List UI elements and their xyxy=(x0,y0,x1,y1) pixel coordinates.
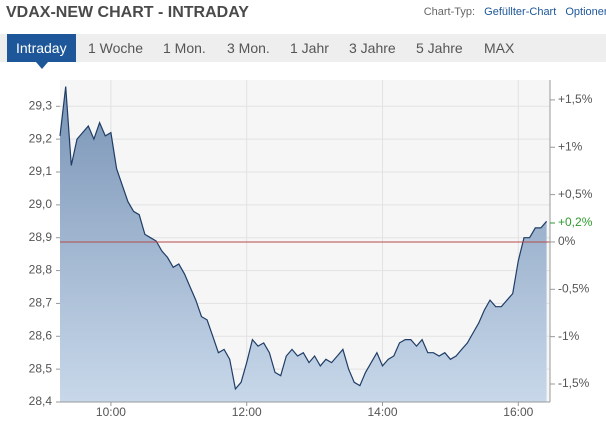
tab-bar: Intraday 1 Woche 1 Mon. 3 Mon. 1 Jahr 3 Jahre… xyxy=(0,34,606,62)
y2-tick-label: 0% xyxy=(558,234,576,248)
line xyxy=(59,86,548,391)
tab[interactable]: MAX xyxy=(484,40,515,56)
tab[interactable]: 3 Mon. xyxy=(227,40,270,56)
tab[interactable]: Intraday xyxy=(7,34,76,62)
y2-tick-label: +0,5% xyxy=(558,187,593,201)
y-tick-label: 28,4 xyxy=(29,394,53,408)
x-tick-label: 10:00 xyxy=(96,405,126,419)
y2-tick-label: +1% xyxy=(558,139,583,153)
y2-tick-label: +1,5% xyxy=(558,92,593,106)
x-tick-label: 16:00 xyxy=(503,405,533,419)
tab[interactable]: 1 Woche xyxy=(88,40,143,56)
y2-tick-label: -1% xyxy=(558,329,580,343)
chart-type-link[interactable]: Gefüllter-Chart xyxy=(484,6,557,18)
y-tick-label: 28,7 xyxy=(29,296,53,310)
y2-tick-label: -0,5% xyxy=(558,281,590,295)
current-value-label: +0,2% xyxy=(558,215,593,229)
chart-options: Chart-Typ: Gefüllter-Chart Optionen xyxy=(424,6,606,18)
area xyxy=(60,86,547,402)
y-tick-label: 29,0 xyxy=(29,197,53,211)
tab[interactable]: 1 Mon. xyxy=(163,40,206,56)
y-tick-label: 28,6 xyxy=(29,328,53,342)
y2-tick-label: -1,5% xyxy=(558,376,590,390)
y-tick-label: 29,2 xyxy=(29,131,53,145)
x-tick-label: 14:00 xyxy=(368,405,398,419)
options-link[interactable]: Optionen xyxy=(565,6,606,18)
tab[interactable]: 5 Jahre xyxy=(416,40,463,56)
tab[interactable]: 3 Jahre xyxy=(349,40,396,56)
chart-type-label: Chart-Typ: xyxy=(423,6,476,18)
tab[interactable]: 1 Jahr xyxy=(290,40,329,56)
chart-title: VDAX-NEW CHART - INTRADAY xyxy=(6,4,249,21)
tab-pointer xyxy=(36,62,48,69)
y-tick-label: 28,9 xyxy=(29,230,53,244)
y-tick-label: 29,3 xyxy=(29,98,53,112)
y-tick-label: 29,1 xyxy=(29,164,53,178)
x-tick-label: 12:00 xyxy=(232,405,262,419)
y-tick-label: 28,5 xyxy=(29,361,53,375)
y-tick-label: 28,8 xyxy=(29,263,53,277)
